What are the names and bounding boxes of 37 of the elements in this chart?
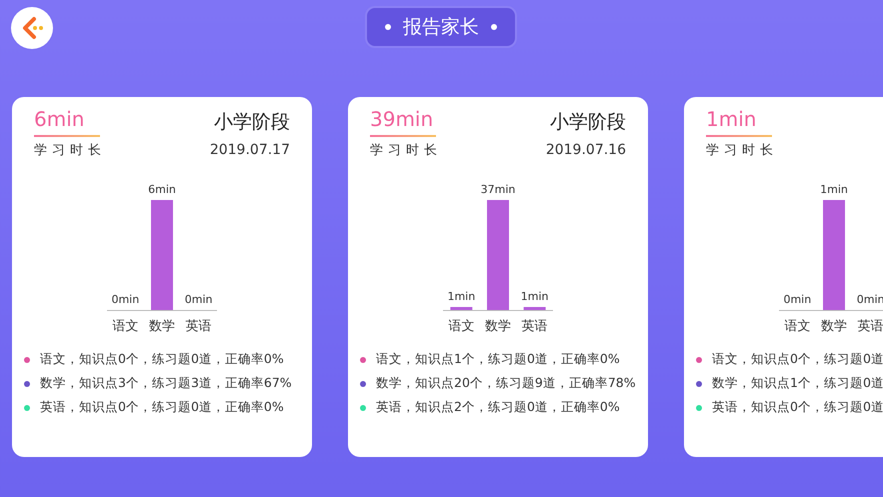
- data-label: 0min: [783, 293, 812, 306]
- text: 2019.07.16: [546, 142, 626, 158]
- x-tick-label: 语文: [784, 319, 810, 334]
- chart-title: 小学阶段: [550, 110, 626, 135]
- text: 语文，知识点0个，练习题0道: [712, 351, 883, 368]
- text: 1min: [706, 107, 756, 131]
- x-tick-label: 英语: [186, 319, 212, 334]
- text: 学习时长: [706, 142, 778, 159]
- chart-title: 小学阶段: [214, 110, 290, 135]
- x-tick-label: 语文: [448, 319, 474, 334]
- text: 6min: [34, 107, 84, 131]
- text: 39min: [370, 107, 434, 131]
- text: 英语，知识点2个，练习题0道，正确率0%: [376, 399, 620, 416]
- x-tick-label: 语文: [112, 319, 138, 334]
- x-tick-label: 数学: [821, 319, 847, 334]
- data-label: 0min: [111, 293, 140, 306]
- x-tick-label: 数学: [149, 319, 175, 334]
- text: 英语，知识点0个，练习题0道，正确率0%: [40, 399, 284, 416]
- text: 数学，知识点3个，练习题3道，正确率67%: [40, 375, 292, 392]
- text: 英语，知识点0个，练习题0道: [712, 399, 883, 416]
- data-label: 1min: [447, 290, 476, 304]
- text: 学习时长: [34, 142, 106, 159]
- data-label: 37min: [480, 183, 516, 196]
- text: 语文，知识点0个，练习题0道，正确率0%: [40, 351, 284, 368]
- data-label: 0min: [184, 293, 213, 306]
- text: 报告家长: [403, 15, 479, 40]
- data-label: 1min: [820, 183, 848, 196]
- x-tick-label: 英语: [858, 319, 883, 334]
- text: 2019.07.17: [210, 142, 290, 158]
- text: 学习时长: [370, 142, 442, 159]
- data-label: 1min: [520, 290, 549, 304]
- text: 数学，知识点20个，练习题9道，正确率78%: [376, 375, 636, 392]
- x-tick-label: 数学: [485, 319, 511, 334]
- x-tick-label: 英语: [522, 319, 548, 334]
- text: 数学，知识点1个，练习题0道: [712, 375, 883, 392]
- data-label: 6min: [148, 183, 176, 196]
- text: 语文，知识点1个，练习题0道，正确率0%: [376, 351, 620, 368]
